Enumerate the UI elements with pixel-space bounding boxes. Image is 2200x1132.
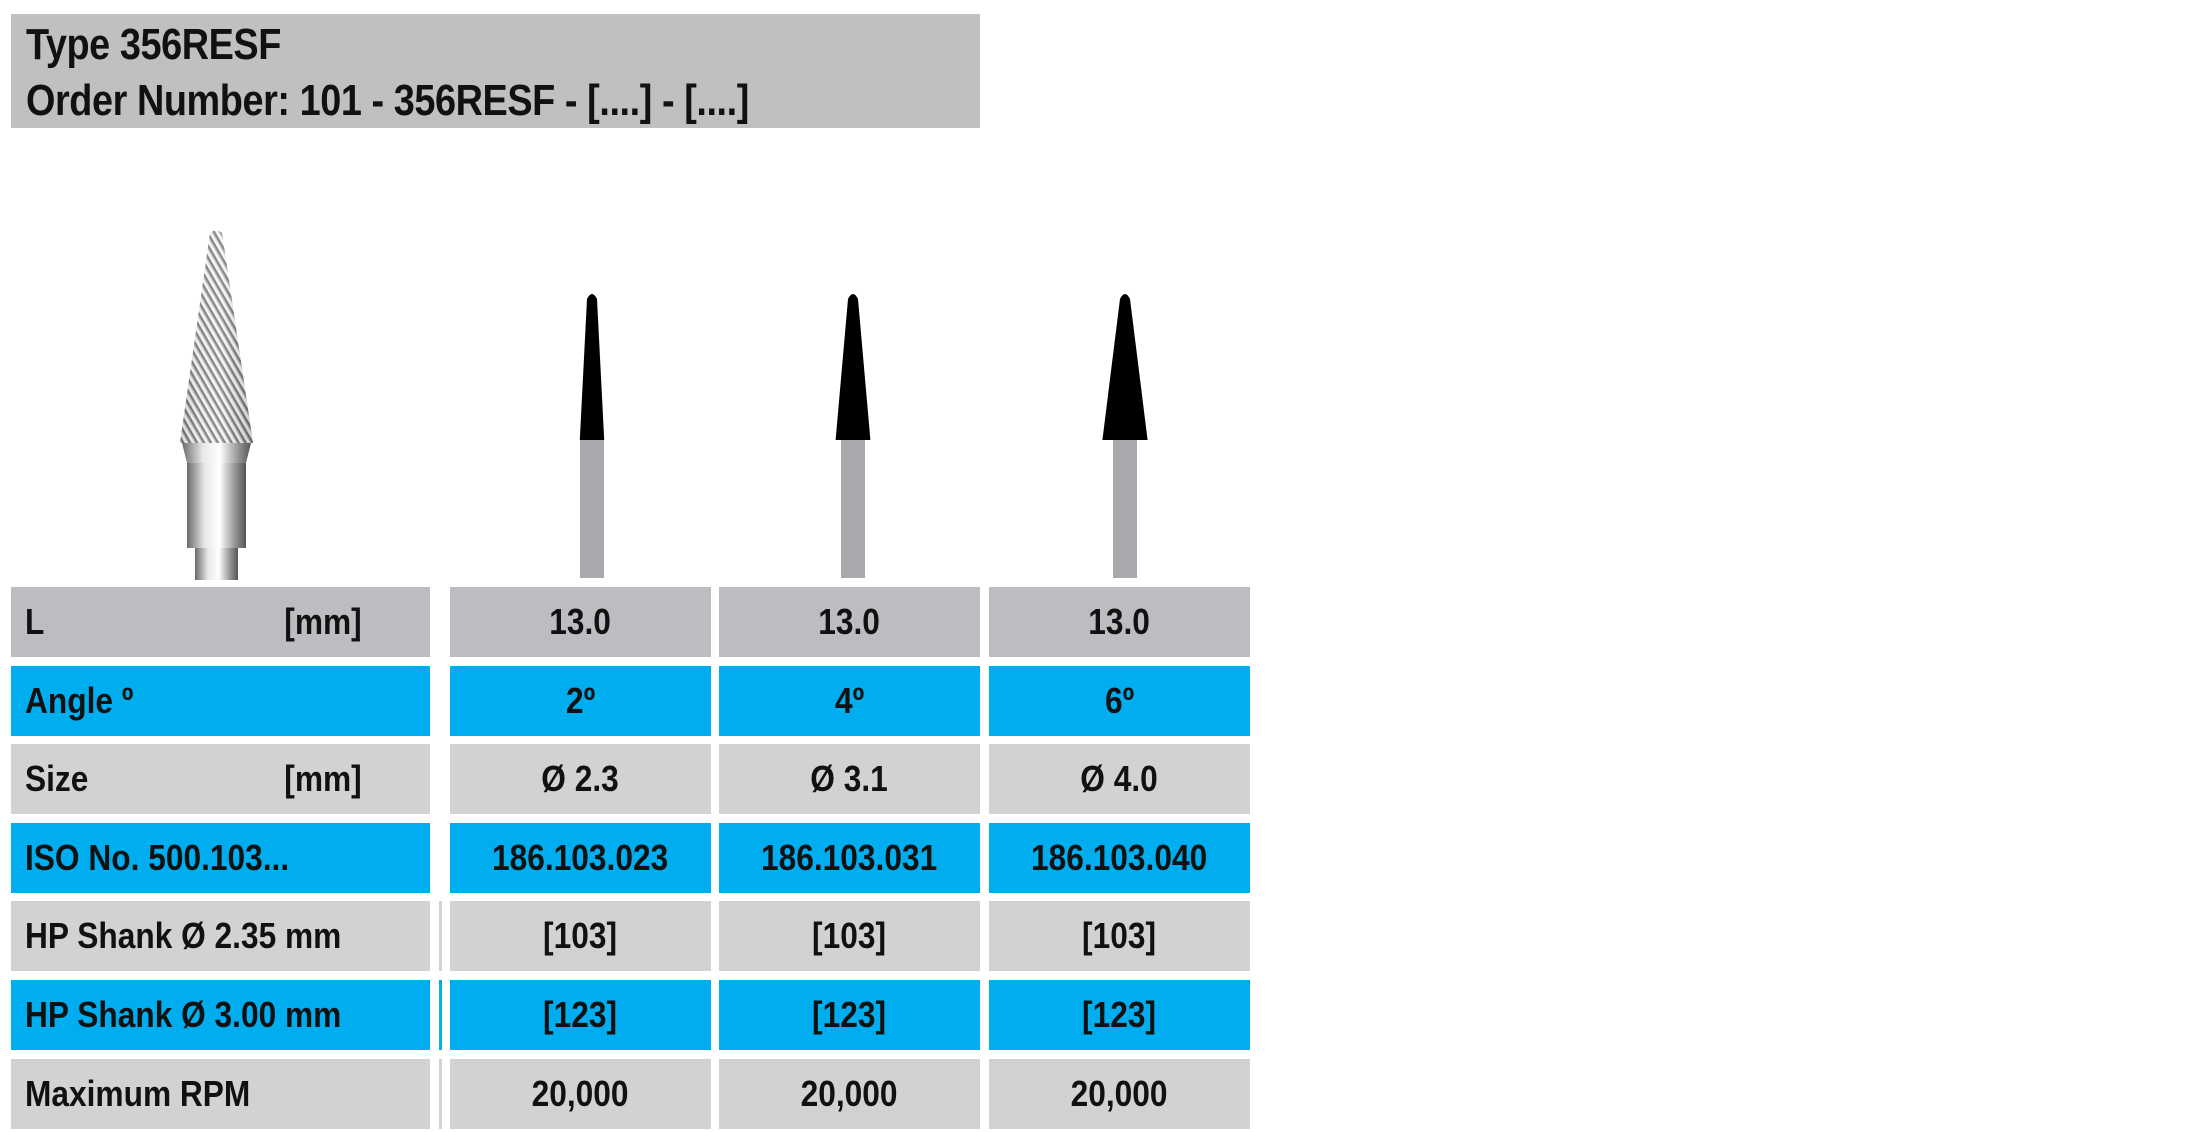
cell-value: 13.0	[1088, 601, 1151, 642]
row-label-text: HP Shank Ø 2.35 mm	[25, 915, 342, 957]
table-cell: 186.103.023	[450, 822, 711, 893]
cell-value: 4º	[834, 679, 865, 721]
burr-drawings	[579, 294, 1148, 578]
table-cell: [123]	[450, 980, 711, 1050]
row-label-text: ISO No. 500.103...	[25, 836, 290, 878]
table-cell: 20,000	[989, 1058, 1250, 1129]
cell-value: Ø 4.0	[1080, 758, 1159, 800]
row-unit: [mm]	[284, 601, 362, 642]
cutting-head-shape	[579, 294, 605, 440]
table-cell: [103]	[719, 901, 980, 972]
table-cell: [103]	[450, 901, 711, 972]
row-label-text: Maximum RPM	[25, 1072, 251, 1114]
burr-drawing-6deg	[1102, 294, 1148, 578]
shank-shape	[1113, 440, 1137, 578]
row-label-text: L	[25, 601, 45, 642]
table-cell: 13.0	[450, 587, 711, 657]
burr-drawing-4deg	[835, 294, 871, 578]
row-label: Angle º	[11, 665, 430, 736]
burr-photo-image	[180, 230, 253, 580]
cell-value: [103]	[1082, 915, 1157, 957]
table-cell: 2º	[450, 665, 711, 736]
cell-value: [103]	[543, 915, 618, 957]
row-unit: [mm]	[284, 758, 362, 800]
table-cell: [103]	[989, 901, 1250, 972]
row-label-text: Size	[25, 758, 89, 800]
cutting-head-shape	[835, 294, 871, 440]
cell-value: [123]	[543, 994, 618, 1035]
cell-value: 13.0	[818, 601, 881, 642]
row-label: ISO No. 500.103...	[11, 822, 430, 893]
cell-value: 13.0	[549, 601, 612, 642]
row-label-text: Angle º	[25, 679, 134, 721]
cell-value: 186.103.031	[761, 836, 938, 878]
table-cell: [123]	[989, 980, 1250, 1050]
cell-value: 20,000	[532, 1072, 629, 1114]
cell-value: [123]	[1082, 994, 1157, 1035]
table-cell: 6º	[989, 665, 1250, 736]
cell-value: 20,000	[801, 1072, 898, 1114]
table-cell: 20,000	[450, 1058, 711, 1129]
burr-drawing-2deg	[579, 294, 605, 578]
table-cell: 20,000	[719, 1058, 980, 1129]
cell-value: Ø 3.1	[810, 758, 889, 800]
product-type: Type 356RESF	[26, 20, 281, 69]
column-divider	[439, 901, 442, 972]
column-divider	[439, 980, 442, 1050]
cell-value: 20,000	[1071, 1072, 1168, 1114]
table-cell: Ø 2.3	[450, 744, 711, 815]
cell-value: 186.103.040	[1031, 836, 1208, 878]
table-cell: 186.103.040	[989, 822, 1250, 893]
cutting-head-shape	[1102, 294, 1148, 440]
shank-shape	[841, 440, 865, 578]
row-label-text: HP Shank Ø 3.00 mm	[25, 994, 342, 1035]
order-number: Order Number: 101 - 356RESF - [....] - […	[26, 76, 749, 125]
table-cell: 4º	[719, 665, 980, 736]
product-header: Type 356RESF Order Number: 101 - 356RESF…	[11, 14, 980, 128]
row-label: HP Shank Ø 3.00 mm	[11, 980, 430, 1050]
cell-value: 2º	[565, 679, 596, 721]
cell-value: [123]	[812, 994, 887, 1035]
shank-shape	[580, 440, 604, 578]
table-cell: 13.0	[719, 587, 980, 657]
column-divider	[439, 1058, 442, 1129]
cell-value: Ø 2.3	[541, 758, 620, 800]
table-cell: 186.103.031	[719, 822, 980, 893]
table-cell: Ø 4.0	[989, 744, 1250, 815]
row-label: HP Shank Ø 2.35 mm	[11, 901, 430, 972]
row-label: L [mm]	[11, 587, 430, 657]
cell-value: [103]	[812, 915, 887, 957]
table-cell: [123]	[719, 980, 980, 1050]
cell-value: 6º	[1104, 679, 1135, 721]
cell-value: 186.103.023	[492, 836, 669, 878]
row-label: Size [mm]	[11, 744, 430, 815]
table-cell: Ø 3.1	[719, 744, 980, 815]
table-cell: 13.0	[989, 587, 1250, 657]
row-label: Maximum RPM	[11, 1058, 430, 1129]
